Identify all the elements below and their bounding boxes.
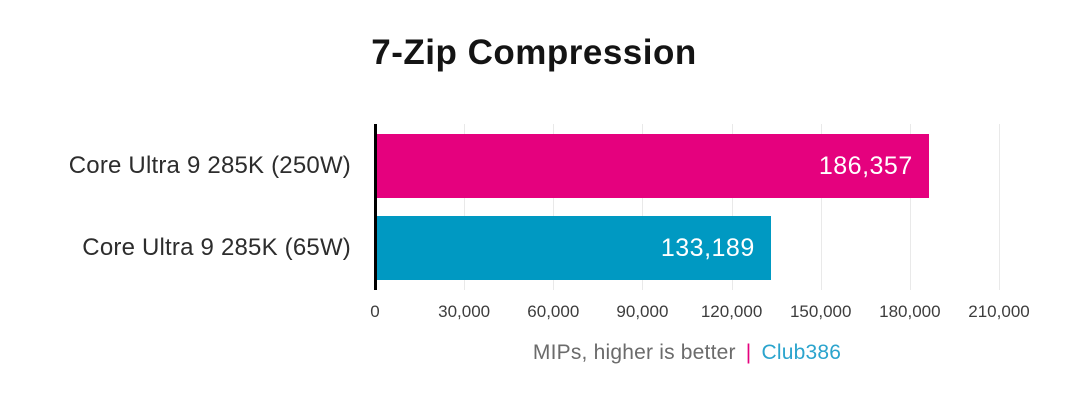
category-label: Core Ultra 9 285K (65W)	[82, 234, 351, 261]
x-tick-label: 210,000	[968, 302, 1030, 321]
gridline	[642, 124, 644, 290]
gridline	[464, 124, 466, 290]
chart-title: 7-Zip Compression	[371, 33, 697, 72]
x-tick-label: 90,000	[616, 302, 669, 321]
y-axis-line	[374, 124, 377, 290]
caption-separator: |	[745, 341, 752, 364]
bar-value-label: 186,357	[818, 151, 913, 180]
gridline	[909, 124, 911, 290]
x-tick-label: 150,000	[789, 302, 852, 321]
gridline	[999, 124, 1000, 290]
caption: MIPs, higher is better | Club386	[375, 341, 999, 365]
gridline	[731, 124, 733, 290]
x-tick-label: 120,000	[700, 302, 763, 321]
x-tick-label: 60,000	[527, 302, 580, 321]
category-labels: Core Ultra 9 285K (250W) Core Ultra 9 285…	[0, 124, 351, 290]
bar: 133,189	[375, 216, 771, 280]
category-label: Core Ultra 9 285K (250W)	[68, 152, 351, 179]
caption-text: MIPs, higher is better	[532, 341, 736, 364]
gridline	[553, 124, 555, 290]
gridline	[820, 124, 822, 290]
plot-area: 186,357 133,189	[374, 124, 1000, 290]
bar: 186,357	[375, 134, 929, 198]
x-tick-label: 180,000	[879, 302, 941, 321]
x-tick-label: 30,000	[438, 302, 491, 321]
x-tick-label: 0	[370, 302, 380, 321]
caption-brand: Club386	[761, 341, 842, 364]
bar-value-label: 133,189	[660, 233, 755, 262]
